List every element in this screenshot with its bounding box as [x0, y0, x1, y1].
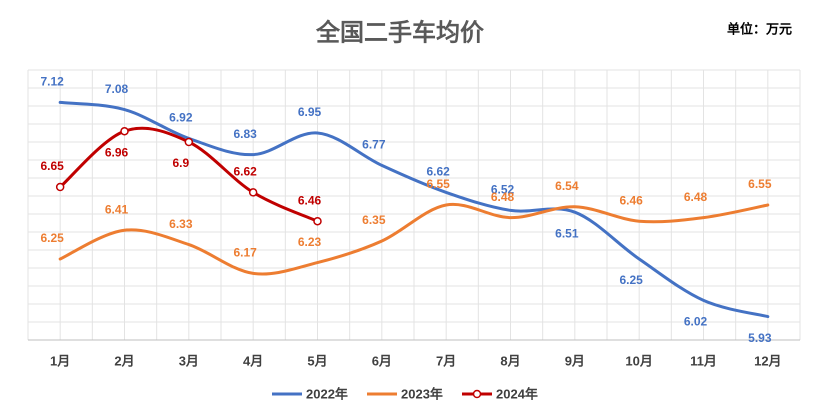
- x-tick-label: 9月: [565, 353, 585, 368]
- chart-title: 全国二手车均价: [315, 18, 485, 46]
- data-label: 6.77: [362, 138, 386, 152]
- data-label: 6.83: [233, 127, 257, 141]
- legend-label: 2024年: [496, 386, 538, 401]
- x-tick-label: 2月: [114, 353, 134, 368]
- x-tick-label: 10月: [625, 353, 652, 368]
- data-label: 6.52: [491, 183, 515, 197]
- data-label: 5.93: [748, 331, 772, 345]
- legend-marker: [472, 389, 482, 399]
- point-marker: [55, 182, 65, 192]
- data-label: 6.9: [172, 156, 189, 170]
- x-tick-label: 4月: [243, 353, 263, 368]
- data-label: 6.65: [40, 159, 64, 173]
- data-label: 6.23: [298, 235, 322, 249]
- data-label: 6.17: [233, 246, 257, 260]
- x-tick-label: 5月: [307, 353, 327, 368]
- data-label: 6.33: [169, 217, 193, 231]
- data-label: 7.08: [105, 82, 129, 96]
- data-label: 6.48: [684, 190, 708, 204]
- data-label: 6.02: [684, 315, 708, 329]
- x-tick-label: 11月: [690, 353, 717, 368]
- data-label: 7.12: [40, 75, 64, 89]
- data-label: 6.54: [555, 179, 579, 193]
- data-label: 6.55: [426, 177, 450, 191]
- x-tick-label: 3月: [179, 353, 199, 368]
- data-label: 6.46: [619, 193, 643, 207]
- point-marker: [184, 137, 194, 147]
- x-tick-label: 7月: [436, 353, 456, 368]
- legend-label: 2022年: [306, 386, 348, 401]
- data-label: 6.51: [555, 226, 579, 240]
- x-tick-label: 6月: [372, 353, 392, 368]
- data-label: 6.48: [491, 190, 515, 204]
- x-tick-label: 8月: [500, 353, 520, 368]
- series-line: [58, 202, 770, 276]
- unit-label: 单位：万元: [727, 21, 792, 36]
- data-label: 6.96: [105, 145, 129, 159]
- x-tick-label: 1月: [50, 353, 70, 368]
- data-label: 6.95: [298, 105, 322, 119]
- data-label: 6.62: [233, 165, 257, 179]
- vertical-grid: [27, 70, 801, 340]
- point-marker: [120, 126, 129, 136]
- data-label: 6.92: [169, 111, 193, 125]
- data-label: 6.55: [748, 177, 772, 191]
- point-marker: [248, 188, 258, 197]
- legend-label: 2023年: [401, 386, 443, 401]
- data-label: 6.46: [298, 193, 322, 207]
- series-line: [58, 100, 770, 319]
- data-label: 6.25: [619, 273, 643, 287]
- data-label: 6.62: [426, 165, 450, 179]
- data-label: 6.35: [362, 213, 386, 227]
- x-tick-label: 12月: [754, 353, 781, 368]
- data-label: 6.25: [40, 231, 64, 245]
- point-marker: [313, 216, 322, 226]
- data-label: 6.41: [105, 202, 129, 216]
